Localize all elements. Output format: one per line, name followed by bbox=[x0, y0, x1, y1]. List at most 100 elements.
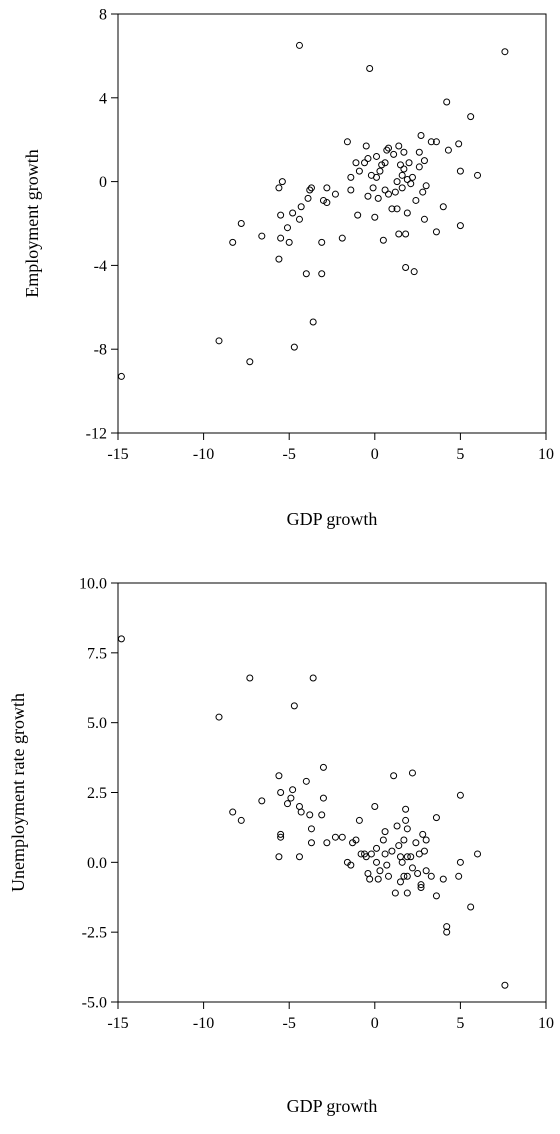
chart-0-data-point bbox=[306, 186, 314, 194]
chart-1-data-point bbox=[117, 635, 125, 643]
chart-0-data-point bbox=[373, 173, 381, 181]
chart-0-data-point bbox=[407, 180, 415, 188]
chart-1-data-point bbox=[403, 825, 411, 833]
chart-0-data-point bbox=[290, 343, 298, 351]
chart-0-y-tick-label: 4 bbox=[99, 90, 107, 107]
chart-1-data-point bbox=[237, 816, 245, 824]
chart-0-data-point bbox=[275, 255, 283, 263]
chart-1-data-point bbox=[390, 772, 398, 780]
chart-0-data-point bbox=[295, 41, 303, 49]
chart-0-x-tick-label: -5 bbox=[283, 446, 296, 463]
chart-0-data-point bbox=[378, 161, 386, 169]
chart-0-data-point bbox=[393, 178, 401, 186]
chart-1-data-point bbox=[319, 794, 327, 802]
chart-1-y-tick-label: -5.0 bbox=[82, 995, 107, 1012]
chart-0-data-point bbox=[402, 230, 410, 238]
chart-0-data-point bbox=[432, 138, 440, 146]
chart-0-data-point bbox=[283, 224, 291, 232]
chart-0-y-tick-label: 8 bbox=[99, 7, 107, 24]
chart-0-x-tick-label: -10 bbox=[193, 446, 214, 463]
chart-0-data-point bbox=[400, 148, 408, 156]
chart-0-data-point bbox=[307, 184, 315, 192]
chart-0-data-point bbox=[417, 132, 425, 140]
chart-1-data-point bbox=[364, 870, 372, 878]
chart-1-data-point bbox=[384, 872, 392, 880]
chart-0-x-tick-label: 0 bbox=[371, 446, 379, 463]
chart-1-data-point bbox=[371, 802, 379, 810]
chart-1-data-point bbox=[373, 844, 381, 852]
chart-0-data-point bbox=[347, 173, 355, 181]
chart-1-data-point bbox=[396, 853, 404, 861]
chart-0-data-point bbox=[427, 138, 435, 146]
chart-0-data-point bbox=[373, 152, 381, 160]
chart-1-data-point bbox=[417, 881, 425, 889]
chart-0-data-point bbox=[323, 199, 331, 207]
chart-0-x-tick-label: 5 bbox=[456, 446, 464, 463]
chart-0-y-tick-label: -4 bbox=[94, 258, 107, 275]
chart-0-data-point bbox=[277, 234, 285, 242]
chart-0-data-point bbox=[364, 155, 372, 163]
chart-1-data-point bbox=[420, 847, 428, 855]
chart-0-data-point bbox=[402, 263, 410, 271]
chart-1-data-point bbox=[289, 786, 297, 794]
chart-0-data-point bbox=[383, 146, 391, 154]
chart-0-data-point bbox=[338, 234, 346, 242]
chart-1-y-tick-label: 10.0 bbox=[79, 576, 107, 593]
chart-0-data-point bbox=[384, 190, 392, 198]
chart-0-data-point bbox=[376, 167, 384, 175]
chart-1-data-point bbox=[307, 839, 315, 847]
chart-0-data-point bbox=[352, 159, 360, 167]
chart-0-data-point bbox=[396, 161, 404, 169]
chart-0-data-point bbox=[278, 178, 286, 186]
chart-1-data-point bbox=[381, 828, 389, 836]
chart-1-data-point bbox=[331, 833, 339, 841]
chart-0-data-point bbox=[432, 228, 440, 236]
chart-1-data-point bbox=[306, 811, 314, 819]
chart-1-data-point bbox=[295, 802, 303, 810]
chart-0-data-point bbox=[246, 358, 254, 366]
chart-1-data-point bbox=[393, 822, 401, 830]
chart-0-data-point bbox=[381, 159, 389, 167]
chart-1-data-point bbox=[414, 870, 422, 878]
chart-0-data-point bbox=[393, 205, 401, 213]
chart-0-data-point bbox=[361, 159, 369, 167]
chart-1-data-point bbox=[400, 836, 408, 844]
chart-1-data-point bbox=[277, 789, 285, 796]
chart-0-data-point bbox=[391, 188, 399, 196]
chart-0-data-point bbox=[289, 209, 297, 217]
chart-1-x-tick-label: -10 bbox=[193, 1015, 214, 1032]
chart-1-data-point bbox=[366, 875, 374, 883]
chart-0-y-tick-label: -12 bbox=[86, 426, 107, 443]
chart-1-data-point bbox=[381, 850, 389, 858]
chart-1-data-point bbox=[474, 850, 482, 858]
chart-0-x-tick-label: 10 bbox=[538, 446, 554, 463]
chart-0-data-point bbox=[444, 146, 452, 154]
chart-0-data-point bbox=[395, 230, 403, 238]
chart-1-data-point bbox=[307, 825, 315, 833]
chart-1-data-point bbox=[455, 872, 463, 880]
chart-1-data-point bbox=[347, 861, 355, 869]
chart-1-data-point bbox=[318, 811, 326, 819]
chart-1-data-point bbox=[283, 800, 291, 808]
chart-0-data-point bbox=[374, 194, 382, 202]
chart-0-plot-frame bbox=[117, 13, 547, 434]
chart-0-data-point bbox=[439, 203, 447, 211]
chart-1-data-point bbox=[396, 878, 404, 886]
chart-1-x-tick-label: 0 bbox=[371, 1015, 379, 1032]
chart-1-data-point bbox=[419, 830, 427, 838]
chart-0-data-point bbox=[275, 184, 283, 192]
chart-1-data-point bbox=[388, 847, 396, 855]
chart-0-data-point bbox=[354, 211, 362, 219]
chart-1-data-point bbox=[383, 861, 391, 869]
chart-1-data-point bbox=[456, 858, 464, 866]
chart-0-x-axis-title: GDP growth bbox=[287, 509, 378, 529]
chart-0-data-point bbox=[456, 222, 464, 230]
chart-1-data-point bbox=[395, 842, 403, 850]
chart-1-data-point bbox=[367, 850, 375, 858]
chart-0-data-point bbox=[419, 188, 427, 196]
chart-0-data-point bbox=[420, 157, 428, 165]
chart-0-data-point bbox=[309, 318, 317, 326]
chart-1-data-point bbox=[275, 853, 283, 861]
chart-1-y-tick-label: -2.5 bbox=[82, 925, 107, 942]
